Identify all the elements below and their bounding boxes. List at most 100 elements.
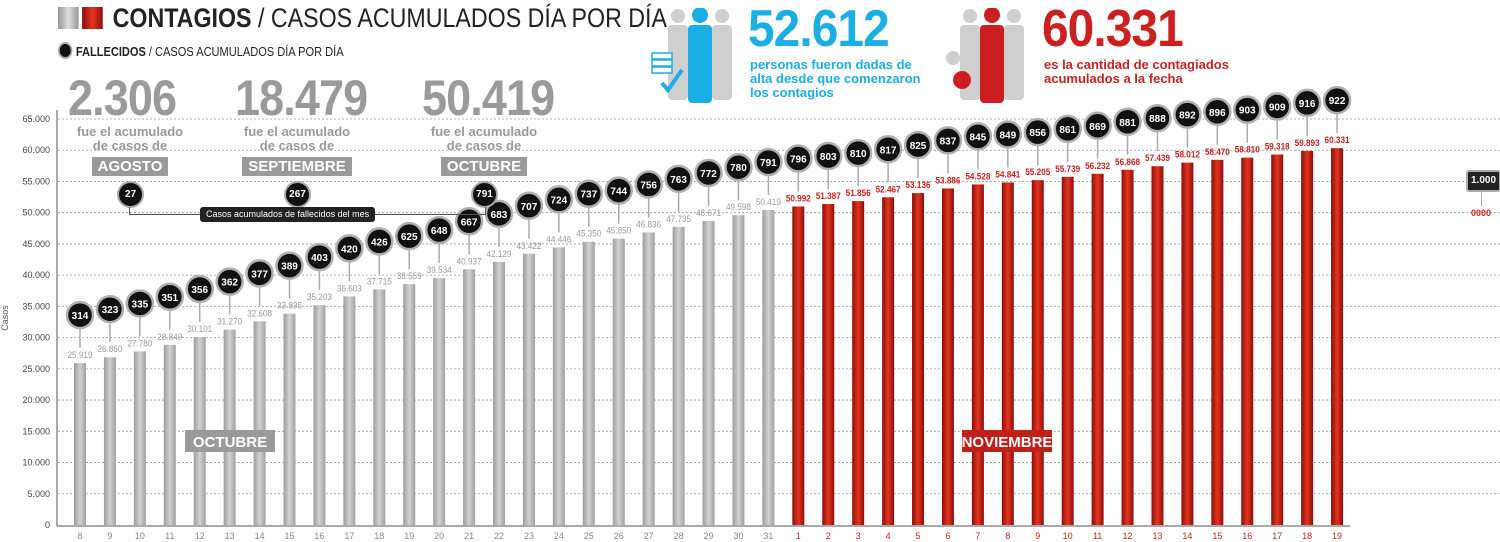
case-value-label: 55.739	[1055, 164, 1080, 174]
death-marker	[873, 135, 903, 164]
month-deaths-caption: Casos acumulados de fallecidos del mes	[200, 207, 376, 222]
case-value-label: 58.810	[1235, 145, 1260, 155]
period-label-box	[185, 430, 275, 452]
month-deaths: 27	[117, 181, 144, 208]
recovered-people-icon	[651, 8, 732, 103]
death-value-label: 707	[521, 202, 538, 213]
x-tick-label: 26	[614, 531, 624, 541]
bar	[1151, 166, 1164, 525]
bar	[1001, 182, 1014, 525]
bar	[522, 253, 535, 525]
x-tick-label: 15	[285, 531, 295, 541]
death-value-label: 909	[1269, 102, 1286, 113]
x-tick-label: 7	[975, 531, 980, 541]
death-marker	[1292, 88, 1322, 118]
bar	[1031, 180, 1044, 525]
x-tick-label: 17	[1272, 531, 1282, 541]
case-value-label: 44.446	[546, 234, 571, 244]
recovered-text-line: alta desde que comenzaron	[750, 71, 921, 86]
month-name-wrap: SEPTIEMBRE	[217, 157, 377, 176]
title-bold: CONTAGIOS	[112, 3, 252, 33]
month-text: fue el acumulado de casos de	[237, 125, 357, 153]
x-tick-label: 27	[644, 531, 654, 541]
bar	[1241, 157, 1254, 525]
death-value-label: 763	[670, 175, 687, 186]
bar	[582, 241, 595, 525]
bar	[702, 220, 715, 525]
death-value-label: 377	[251, 269, 268, 280]
x-tick-label: 10	[135, 531, 145, 541]
deaths-marker-icon	[58, 42, 73, 59]
death-marker	[335, 234, 364, 263]
recovered-text: personas fueron dadas de alta desde que …	[750, 58, 921, 100]
death-value-label: 803	[820, 152, 837, 163]
death-marker	[903, 130, 933, 160]
death-marker	[604, 176, 633, 205]
death-value-label: 845	[970, 132, 987, 143]
month-total: 50.419	[422, 70, 555, 126]
y-tick-label: 20.000	[22, 395, 50, 405]
y-tick-label: 40.000	[22, 270, 50, 280]
death-value-label: 389	[281, 262, 298, 273]
bar	[1091, 173, 1104, 525]
death-marker	[365, 227, 394, 256]
case-value-label: 30.101	[187, 324, 212, 334]
death-marker	[1053, 114, 1082, 144]
y-tick-label: 35.000	[22, 301, 50, 311]
x-tick-label: 6	[945, 531, 950, 541]
key-connector	[1481, 192, 1482, 206]
y-tick-label: 10.000	[22, 458, 50, 468]
bar	[1301, 150, 1314, 525]
death-value-label: 625	[401, 232, 418, 243]
case-value-label: 35.203	[307, 292, 332, 302]
red-legend-swatch	[82, 7, 103, 29]
case-value-label: 47.735	[666, 214, 691, 224]
death-marker	[1113, 107, 1142, 137]
bar	[133, 351, 146, 525]
death-value-label: 837	[940, 136, 957, 147]
bar	[283, 313, 296, 525]
x-tick-label: 18	[374, 531, 384, 541]
x-tick-label: 24	[554, 531, 564, 541]
death-marker	[1143, 103, 1172, 133]
y-tick-label: 50.000	[22, 208, 50, 218]
death-marker	[245, 259, 274, 288]
y-tick-label: 45.000	[22, 239, 50, 249]
death-marker	[1173, 100, 1202, 129]
bar	[612, 238, 625, 526]
death-marker	[1203, 97, 1232, 127]
death-value-label: 888	[1149, 114, 1166, 125]
x-tick-label: 14	[255, 531, 265, 541]
bar	[1181, 162, 1194, 525]
x-tick-label: 15	[1212, 531, 1222, 541]
month-deaths: 267	[284, 181, 311, 208]
case-value-label: 37.715	[367, 276, 392, 286]
recovered-value: 52.612	[748, 0, 890, 58]
month-name-wrap: OCTUBRE	[404, 157, 564, 176]
bar	[822, 204, 835, 526]
key-deaths: 1.000	[1466, 170, 1500, 192]
case-value-label: 49.598	[726, 202, 751, 212]
bar	[463, 269, 476, 525]
case-value-label: 52.467	[876, 184, 901, 194]
death-marker	[394, 221, 424, 251]
infected-text-line: es la cantidad de contagiados	[1044, 57, 1229, 72]
month-name: SEPTIEMBRE	[242, 157, 352, 176]
month-text-line: fue el acumulado	[430, 124, 538, 139]
case-value-label: 32.608	[247, 308, 272, 318]
death-value-label: 849	[999, 130, 1016, 141]
case-value-label: 42.129	[487, 249, 512, 259]
death-value-label: 426	[371, 237, 388, 248]
death-value-label: 869	[1089, 122, 1106, 133]
infected-text-line: acumulados a la fecha	[1044, 71, 1183, 86]
bar	[672, 226, 685, 525]
y-tick-label: 25.000	[22, 364, 50, 374]
death-marker	[275, 251, 304, 280]
x-tick-label: 28	[674, 531, 684, 541]
title-rest: / CASOS ACUMULADOS DÍA POR DÍA	[251, 3, 668, 33]
x-tick-label: 11	[1093, 531, 1102, 541]
subtitle-bold: FALLECIDOS	[75, 44, 146, 59]
case-value-label: 59.318	[1265, 141, 1290, 151]
subtitle-rest: / CASOS ACUMULADOS DÍA POR DÍA	[145, 44, 344, 59]
death-value-label: 916	[1299, 99, 1316, 110]
